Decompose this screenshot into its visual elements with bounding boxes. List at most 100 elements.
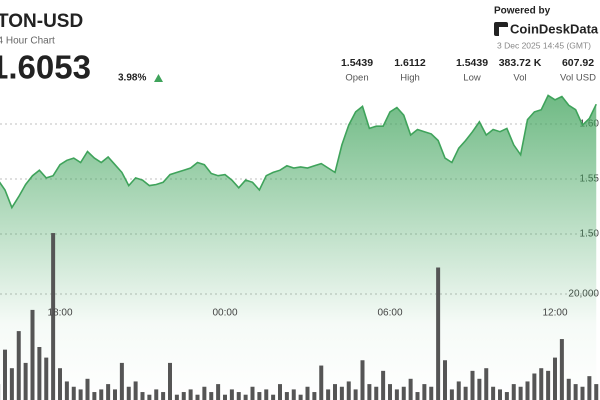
volume-bar bbox=[381, 370, 386, 400]
volume-bar bbox=[532, 373, 537, 400]
change: 3.98% bbox=[118, 73, 146, 84]
price: 1.6053 bbox=[0, 49, 91, 86]
volume-bar bbox=[415, 392, 420, 400]
volume-bar bbox=[477, 378, 482, 400]
volume-bar bbox=[188, 389, 193, 400]
volume-bar bbox=[367, 384, 372, 400]
volume-bar bbox=[168, 362, 172, 400]
volume-bar bbox=[401, 386, 406, 400]
volume-bar bbox=[140, 392, 145, 400]
volume-bar bbox=[573, 384, 578, 400]
volume-bar bbox=[559, 339, 564, 400]
volume-bar bbox=[161, 392, 166, 400]
volume-bar bbox=[436, 267, 441, 400]
volume-bar bbox=[9, 368, 14, 400]
volume-bar bbox=[594, 384, 599, 400]
volume-bar bbox=[71, 386, 76, 400]
header: TON-USD 24 Hour Chart 1.6053 3.98% Power… bbox=[0, 6, 599, 86]
volume-bar bbox=[58, 368, 62, 400]
volume-bar bbox=[223, 394, 227, 400]
volume-bar bbox=[126, 386, 131, 400]
volume-bar bbox=[374, 386, 379, 400]
volume-bar bbox=[85, 378, 90, 400]
volume-bar bbox=[119, 362, 124, 400]
volume-bar bbox=[278, 384, 282, 400]
volume-bar bbox=[333, 384, 337, 400]
volume-bar bbox=[3, 349, 7, 400]
volume-bar bbox=[353, 389, 358, 400]
volume-bar bbox=[23, 362, 28, 400]
stats: 1.5439 Open 1.6112 High 1.5439 Low 383.72 K Vol… bbox=[341, 57, 596, 84]
volume-bar bbox=[174, 394, 179, 400]
volume-bar bbox=[30, 309, 35, 400]
volume-bar bbox=[491, 386, 496, 400]
volume-bar bbox=[250, 386, 255, 400]
volume-bar bbox=[422, 384, 427, 400]
volume-bar bbox=[394, 389, 399, 400]
x-tick-label: 18:00 bbox=[47, 308, 72, 319]
price-line bbox=[0, 94, 597, 210]
volume-bar bbox=[92, 392, 97, 400]
volume-bar bbox=[470, 370, 475, 400]
volume-bar bbox=[106, 384, 111, 400]
stat-value: 383.72 K bbox=[499, 57, 542, 69]
brand-logo-cut bbox=[499, 27, 508, 36]
brand: CoinDeskData bbox=[510, 21, 599, 36]
volume-bar bbox=[539, 368, 544, 400]
volume-bar bbox=[51, 233, 56, 400]
volume-bar bbox=[113, 389, 117, 400]
volume-bar bbox=[243, 394, 248, 400]
volume-bar bbox=[133, 381, 138, 400]
stat-label: High bbox=[400, 73, 420, 84]
x-tick-label: 12:00 bbox=[542, 308, 567, 319]
volume-bar bbox=[408, 378, 413, 400]
stat-value: 1.5439 bbox=[456, 57, 488, 69]
x-tick-label: 06:00 bbox=[377, 308, 402, 319]
title: TON-USD bbox=[0, 11, 83, 32]
volume-bar bbox=[339, 386, 344, 400]
volume-bar bbox=[147, 394, 152, 400]
volume-bar bbox=[443, 360, 447, 400]
volume-bar bbox=[498, 389, 502, 400]
volume-bar bbox=[236, 392, 241, 400]
stat-label: Vol bbox=[513, 73, 526, 84]
volume-bar bbox=[64, 381, 69, 400]
volume-bar bbox=[319, 365, 324, 400]
volume-bar bbox=[44, 357, 49, 400]
volume-bar bbox=[229, 389, 234, 400]
stat-label: Open bbox=[345, 73, 368, 84]
up-arrow bbox=[154, 74, 163, 82]
volume-bar bbox=[525, 381, 530, 400]
volume-bar bbox=[346, 381, 351, 400]
volume-bar bbox=[312, 392, 317, 400]
timestamp: 3 Dec 2025 14:45 (GMT) bbox=[497, 40, 591, 50]
volume-bar bbox=[195, 394, 200, 400]
volume-bar bbox=[587, 376, 592, 400]
volume-bar bbox=[16, 331, 21, 400]
volume-bar bbox=[264, 389, 269, 400]
volume-bar bbox=[449, 389, 454, 400]
volume-bar bbox=[580, 386, 585, 400]
volume-bar bbox=[291, 389, 296, 400]
volume-bar bbox=[305, 386, 310, 400]
volume-bar bbox=[99, 389, 104, 400]
volume-bar bbox=[484, 368, 489, 400]
volume-bar bbox=[518, 386, 523, 400]
volume-bar bbox=[209, 392, 214, 400]
subtitle: 24 Hour Chart bbox=[0, 36, 55, 47]
area bbox=[0, 95, 597, 400]
volume-bar bbox=[284, 392, 289, 400]
stat-value: 1.5439 bbox=[341, 57, 373, 69]
volume-bar bbox=[298, 394, 303, 400]
stat-label: Low bbox=[463, 73, 481, 84]
volume-bar bbox=[553, 357, 557, 400]
volume-bar bbox=[326, 389, 331, 400]
stat-label: Vol USD bbox=[560, 73, 596, 84]
volume-bar bbox=[257, 392, 262, 400]
volume-bar bbox=[271, 394, 276, 400]
volume-bar bbox=[463, 386, 468, 400]
volume-bar bbox=[37, 347, 42, 400]
